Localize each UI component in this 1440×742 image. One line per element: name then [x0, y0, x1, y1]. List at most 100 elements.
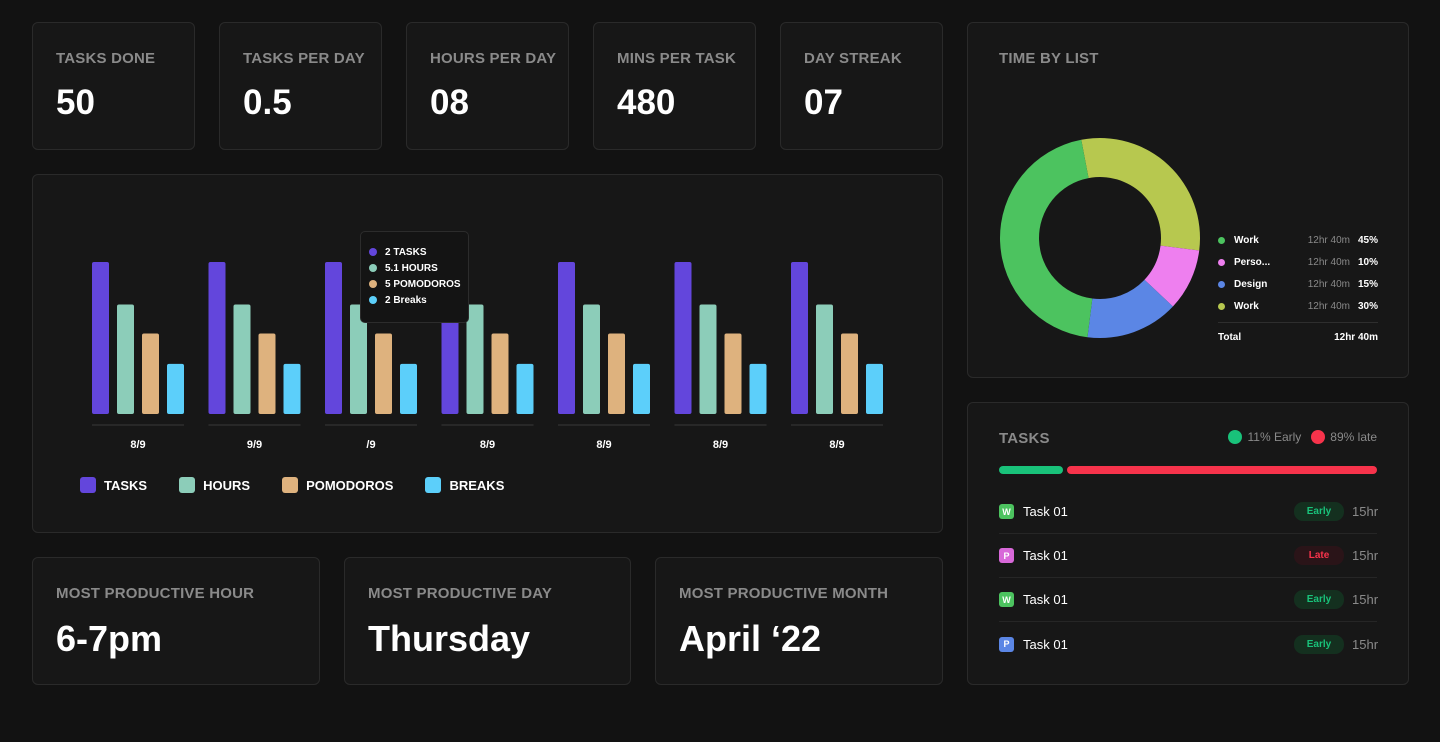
- stat-label: MOST PRODUCTIVE HOUR: [56, 585, 255, 602]
- stat-card-mins-per-task: MINS PER TASK 480: [593, 22, 756, 150]
- stat-card-tasks-per-day: TASKS PER DAY 0.5: [219, 22, 382, 150]
- donut-chart: [1000, 138, 1200, 338]
- legend-dot: [1218, 258, 1225, 266]
- list-percent: 10%: [1358, 256, 1379, 268]
- category-label: 8/9: [713, 439, 728, 451]
- legend-item-breaks[interactable]: BREAKS: [425, 477, 504, 493]
- donut-legend-row: Perso... 12hr 40m 10%: [1218, 251, 1378, 273]
- bar-pomodoros: [491, 333, 509, 414]
- bar-hours: [466, 304, 484, 414]
- legend-swatch: [80, 477, 96, 493]
- donut-legend-row: Work 12hr 40m 30%: [1218, 295, 1378, 317]
- stat-value: 480: [617, 83, 676, 122]
- bar-tasks: [558, 262, 575, 414]
- status-badge: Early: [1294, 590, 1344, 609]
- donut-slice-work: [1000, 139, 1093, 338]
- legend-item-hours[interactable]: HOURS: [179, 477, 250, 493]
- stat-label: DAY STREAK: [804, 50, 902, 67]
- bar-pomodoros: [608, 333, 625, 414]
- bar-tasks: [674, 262, 692, 414]
- category-label: 8/9: [480, 439, 495, 451]
- legend-dot: [1218, 236, 1225, 244]
- list-time: 12hr 40m: [1307, 300, 1350, 312]
- stat-label: TASKS PER DAY: [243, 50, 365, 67]
- stat-label: MOST PRODUCTIVE DAY: [368, 585, 553, 602]
- early-dot: [1228, 430, 1243, 444]
- bar-breaks: [516, 363, 534, 414]
- status-badge: Early: [1294, 502, 1344, 521]
- tooltip-row: 5.1 HOURS: [369, 260, 468, 276]
- stat-label: HOURS PER DAY: [430, 50, 557, 67]
- task-row[interactable]: P Task 01 Early 15hr: [999, 622, 1378, 666]
- tooltip-text: 2 TASKS: [385, 246, 427, 258]
- bar-hours: [233, 304, 251, 414]
- tooltip-dot: [369, 264, 377, 272]
- most-productive-hour-card: MOST PRODUCTIVE HOUR 6-7pm: [32, 557, 320, 685]
- task-name: Task 01: [1023, 548, 1068, 563]
- task-time: 15hr: [1352, 592, 1379, 607]
- bar-breaks: [633, 363, 650, 414]
- list-badge: P: [999, 548, 1014, 563]
- card-title: TIME BY LIST: [999, 50, 1099, 67]
- list-name: Perso...: [1234, 256, 1271, 268]
- legend-item-pomodoros[interactable]: POMODOROS: [282, 477, 393, 493]
- stat-value: 0.5: [243, 83, 292, 122]
- donut-total-row: Total 12hr 40m: [1218, 327, 1378, 347]
- list-percent: 45%: [1358, 234, 1379, 246]
- bar-tasks: [92, 262, 109, 414]
- stat-label: TASKS DONE: [56, 50, 156, 67]
- legend-label: BREAKS: [449, 477, 505, 493]
- task-name: Task 01: [1023, 592, 1068, 607]
- bar-pomodoros: [375, 333, 392, 414]
- legend-item-tasks[interactable]: TASKS: [80, 477, 147, 493]
- task-row[interactable]: P Task 01 Late 15hr: [999, 534, 1379, 578]
- legend-swatch: [425, 477, 442, 493]
- bar-chart: 8/9 9/9/9 8/9 8/9 8/9 8/9: [92, 262, 883, 451]
- card-title: TASKS: [999, 430, 1050, 447]
- tooltip-row: 2 TASKS: [369, 244, 468, 260]
- early-label: 11% Early: [1247, 430, 1302, 444]
- donut-slice-work: [1081, 138, 1200, 251]
- category-label: 8/9: [596, 439, 611, 451]
- bar-chart-card: 8/9 9/9/9 8/9 8/9 8/9 8/9 2 TASKS 5.1 HOURS 5…: [32, 174, 943, 533]
- most-productive-month-card: MOST PRODUCTIVE MONTH April ‘22: [655, 557, 943, 685]
- tooltip-dot: [369, 280, 377, 288]
- donut-slice-perso: [1144, 245, 1200, 307]
- early-late-summary: 11% Early 89% late: [1228, 430, 1377, 444]
- stat-card-hours-per-day: HOURS PER DAY 08: [406, 22, 569, 150]
- early-progress-fill: [999, 466, 1064, 474]
- bar-hours: [350, 304, 367, 414]
- bar-breaks: [749, 363, 767, 414]
- list-name: Work: [1234, 234, 1259, 246]
- list-percent: 30%: [1358, 300, 1379, 312]
- task-row[interactable]: W Task 01 Early 15hr: [999, 578, 1379, 622]
- bar-pomodoros: [258, 333, 276, 414]
- bar-pomodoros: [724, 333, 742, 414]
- tooltip-row: 2 Breaks: [369, 292, 468, 308]
- donut-legend: Work 12hr 40m 45% Perso... 12hr 40m 10% Desi…: [1218, 229, 1378, 347]
- total-label: Total: [1218, 331, 1242, 343]
- donut-slice-design: [1087, 279, 1173, 338]
- bar-breaks: [400, 363, 417, 414]
- list-time: 12hr 40m: [1307, 256, 1350, 268]
- divider: [1218, 322, 1378, 323]
- total-value: 12hr 40m: [1334, 331, 1378, 343]
- bar-hours: [816, 304, 833, 414]
- list-time: 12hr 40m: [1307, 278, 1350, 290]
- late-label: 89% late: [1330, 430, 1377, 444]
- bar-pomodoros: [841, 333, 858, 414]
- list-badge: W: [999, 592, 1014, 607]
- task-row[interactable]: W Task 01 Early 15hr: [999, 490, 1378, 534]
- tooltip-text: 5.1 HOURS: [385, 262, 438, 274]
- chart-tooltip: 2 TASKS 5.1 HOURS 5 POMODOROS 2 Breaks: [360, 231, 469, 323]
- list-badge: W: [999, 504, 1014, 519]
- stat-value: 6-7pm: [56, 618, 163, 659]
- late-progress-fill: [1067, 466, 1377, 474]
- legend-swatch: [282, 477, 299, 493]
- list-name: Work: [1234, 300, 1259, 312]
- list-time: 12hr 40m: [1307, 234, 1350, 246]
- bar-tasks: [791, 262, 808, 414]
- late-dot: [1311, 430, 1326, 444]
- task-time: 15hr: [1352, 548, 1379, 563]
- stat-label: MOST PRODUCTIVE MONTH: [679, 585, 889, 602]
